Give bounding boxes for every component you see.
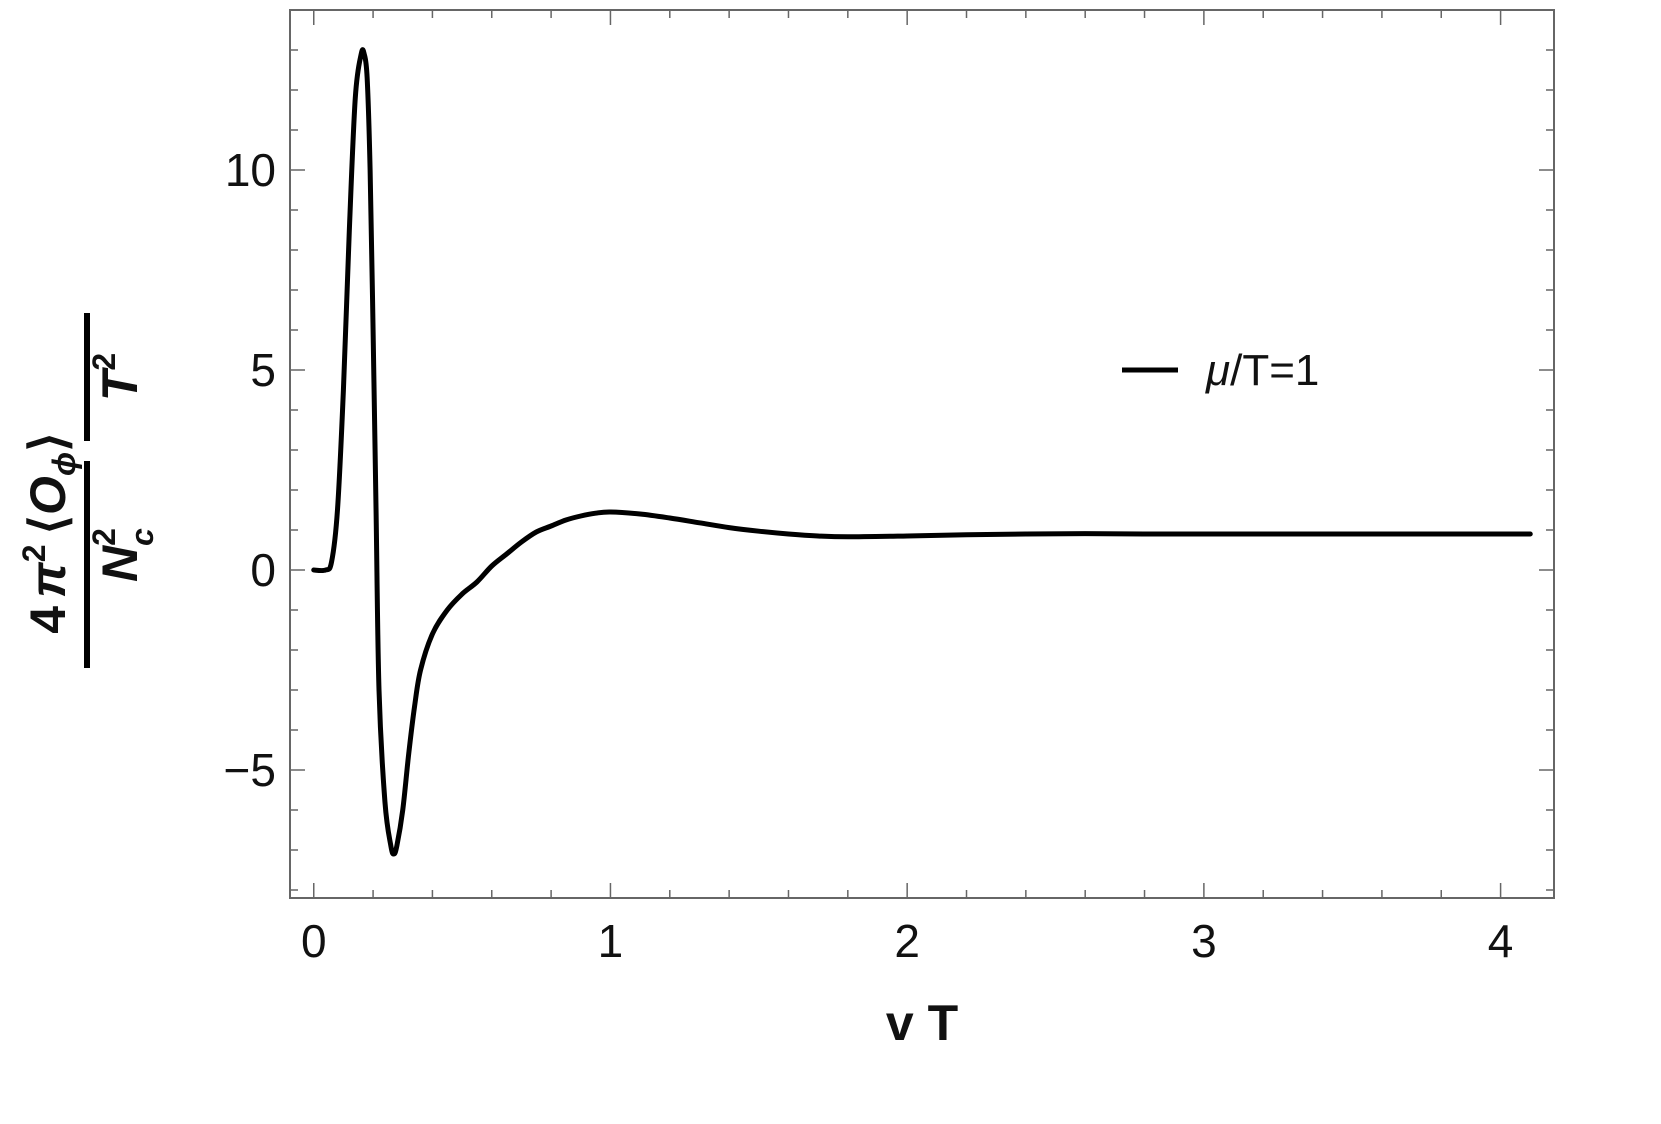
y-label-pi-exponent: 2 bbox=[16, 544, 52, 562]
y-tick-label: 0 bbox=[250, 544, 276, 596]
x-axis-ticks: 0 1 2 3 4 bbox=[301, 10, 1513, 967]
y-tick-label: 5 bbox=[250, 344, 276, 396]
x-tick-label: 2 bbox=[894, 915, 920, 967]
plot-frame bbox=[289, 9, 1555, 899]
y-label-nc: N bbox=[92, 545, 148, 582]
y-label-t-letter: T bbox=[92, 366, 148, 401]
y-label-nc-subscript: c bbox=[124, 528, 160, 546]
y-label-operator-subscript: ϕ bbox=[46, 452, 82, 476]
y-axis-label: 4π2⟨Oϕ⟩ N2c T2 bbox=[16, 313, 160, 668]
y-label-pi: π bbox=[20, 561, 76, 598]
y-label-numerator: 4 π2 ⟨Oϕ⟩ bbox=[16, 432, 82, 633]
legend-mu: μ bbox=[1205, 346, 1230, 395]
y-label-operator: O bbox=[20, 476, 76, 515]
y-label-bracket-close: ⟩ bbox=[20, 432, 76, 452]
y-label-denominator-left: N2c bbox=[86, 528, 160, 582]
x-tick-label: 1 bbox=[598, 915, 624, 967]
y-label-bracket-open: ⟨ bbox=[20, 515, 76, 535]
x-tick-label: 0 bbox=[301, 915, 327, 967]
legend-label: μ/T=1 bbox=[1205, 346, 1319, 395]
legend-rest: /T=1 bbox=[1230, 346, 1319, 395]
y-label-t: T2 bbox=[86, 353, 148, 401]
x-tick-label: 4 bbox=[1488, 915, 1514, 967]
x-axis-label: v T bbox=[886, 995, 958, 1051]
x-tick-label: 3 bbox=[1191, 915, 1217, 967]
y-tick-label: 10 bbox=[225, 144, 276, 196]
series-layer bbox=[311, 47, 1533, 857]
y-label-t-exponent: 2 bbox=[86, 353, 122, 371]
y-label-nc-exponent: 2 bbox=[86, 528, 122, 546]
y-tick-label: −5 bbox=[224, 744, 276, 796]
y-axis-ticks: −5 0 5 10 bbox=[224, 9, 1554, 891]
legend: μ/T=1 bbox=[1122, 346, 1319, 395]
y-label-coefficient: 4 bbox=[20, 606, 76, 634]
series-line bbox=[311, 47, 1533, 857]
